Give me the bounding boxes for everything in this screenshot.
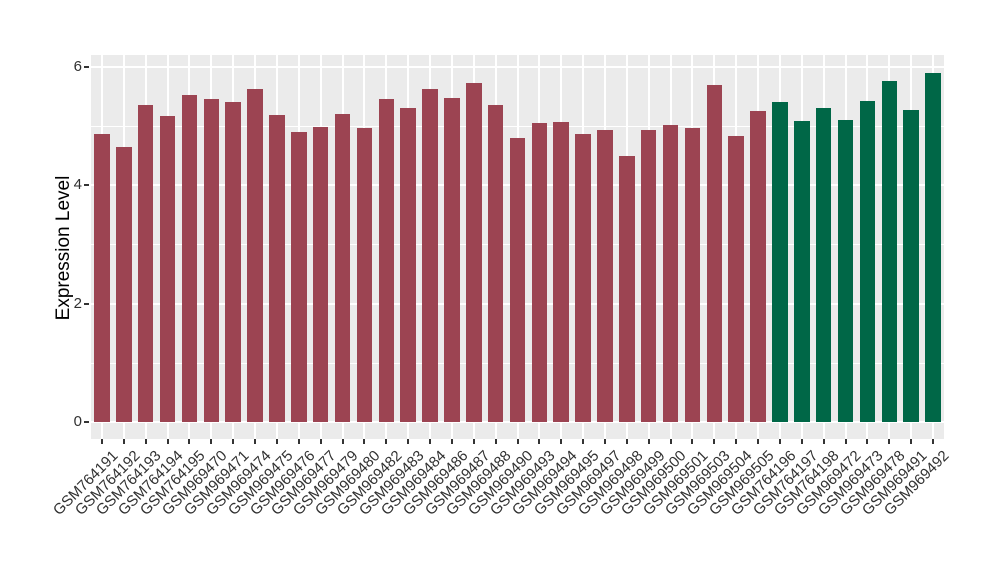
x-tick-mark bbox=[844, 439, 847, 444]
x-tick-mark bbox=[275, 439, 278, 444]
x-tick-mark bbox=[910, 439, 913, 444]
bar-GSM969480 bbox=[356, 127, 373, 422]
x-tick-mark bbox=[472, 439, 475, 444]
bar-GSM764192 bbox=[116, 147, 132, 422]
x-tick-mark bbox=[538, 439, 541, 444]
bar-GSM764198 bbox=[815, 108, 832, 422]
x-tick-mark bbox=[188, 439, 191, 444]
x-tick-mark bbox=[932, 439, 935, 444]
x-tick-mark bbox=[319, 439, 322, 444]
bar-GSM969488 bbox=[487, 104, 504, 422]
x-tick-mark bbox=[166, 439, 169, 444]
y-tick-mark-2 bbox=[84, 302, 89, 305]
bar-GSM969486 bbox=[444, 97, 460, 422]
x-tick-mark bbox=[822, 439, 825, 444]
y-tick-label-0: 0 bbox=[73, 413, 82, 430]
x-tick-mark bbox=[582, 439, 585, 444]
plot-panel bbox=[91, 55, 944, 439]
bar-GSM969477 bbox=[312, 127, 329, 422]
y-axis-title: Expression Level bbox=[53, 175, 74, 321]
bar-GSM969474 bbox=[247, 88, 263, 422]
bar-GSM969504 bbox=[728, 136, 744, 422]
bar-GSM764196 bbox=[772, 102, 788, 422]
x-tick-mark bbox=[494, 439, 497, 444]
x-tick-mark bbox=[144, 439, 147, 444]
x-tick-mark bbox=[800, 439, 803, 444]
x-tick-mark bbox=[254, 439, 257, 444]
x-tick-mark bbox=[341, 439, 344, 444]
bar-GSM764195 bbox=[181, 94, 198, 422]
x-tick-mark bbox=[560, 439, 563, 444]
bar-GSM969483 bbox=[400, 107, 416, 422]
x-tick-mark bbox=[297, 439, 300, 444]
bar-GSM969473 bbox=[859, 101, 876, 422]
x-tick-mark bbox=[429, 439, 431, 444]
y-tick-label-6: 6 bbox=[73, 57, 82, 75]
x-tick-mark bbox=[122, 439, 125, 444]
bar-GSM764197 bbox=[794, 121, 810, 422]
bar-GSM969484 bbox=[422, 88, 438, 422]
x-tick-mark bbox=[691, 439, 694, 444]
x-tick-mark bbox=[669, 439, 672, 444]
x-tick-mark bbox=[713, 439, 716, 444]
bar-GSM969494 bbox=[553, 122, 569, 422]
bar-GSM969493 bbox=[531, 123, 548, 422]
x-tick-mark bbox=[625, 439, 628, 444]
bar-GSM969478 bbox=[881, 81, 898, 422]
bar-GSM969503 bbox=[706, 84, 723, 422]
x-tick-mark bbox=[778, 439, 781, 444]
bar-GSM969497 bbox=[597, 129, 613, 422]
bar-GSM969491 bbox=[903, 110, 919, 422]
x-tick-mark bbox=[735, 439, 738, 444]
bar-GSM969487 bbox=[466, 82, 482, 422]
bar-GSM969505 bbox=[750, 110, 766, 422]
y-tick-label-4: 4 bbox=[73, 176, 82, 194]
bar-GSM969498 bbox=[619, 155, 635, 422]
bar-GSM969475 bbox=[269, 115, 285, 422]
bar-GSM969472 bbox=[837, 120, 854, 422]
bar-GSM969471 bbox=[225, 101, 241, 422]
bar-GSM969470 bbox=[203, 98, 220, 422]
x-tick-mark bbox=[363, 439, 366, 444]
bar-GSM969495 bbox=[575, 133, 591, 422]
bar-GSM764194 bbox=[159, 116, 176, 422]
x-tick-mark bbox=[603, 439, 606, 444]
x-tick-mark bbox=[385, 439, 388, 444]
x-tick-mark bbox=[866, 439, 869, 444]
y-tick-mark-6 bbox=[84, 65, 89, 68]
bar-GSM969492 bbox=[925, 72, 941, 422]
x-tick-mark bbox=[647, 439, 650, 444]
x-tick-mark bbox=[516, 439, 519, 444]
bar-GSM969476 bbox=[291, 132, 307, 422]
bar-GSM764193 bbox=[137, 104, 154, 422]
x-tick-mark bbox=[888, 439, 891, 444]
y-tick-mark-0 bbox=[84, 421, 89, 423]
bar-GSM764191 bbox=[94, 133, 110, 422]
bar-GSM969499 bbox=[640, 129, 657, 422]
bar-GSM969479 bbox=[334, 113, 351, 422]
x-tick-mark bbox=[450, 439, 453, 444]
bar-GSM969500 bbox=[662, 124, 679, 422]
bar-GSM969490 bbox=[509, 137, 526, 422]
x-tick-mark bbox=[210, 439, 213, 444]
y-tick-mark-4 bbox=[84, 184, 89, 187]
x-tick-mark bbox=[232, 439, 235, 444]
x-tick-mark bbox=[100, 439, 103, 444]
bar-GSM969501 bbox=[684, 127, 701, 422]
bar-GSM969482 bbox=[378, 98, 395, 422]
x-tick-mark bbox=[407, 439, 410, 444]
x-tick-mark bbox=[757, 439, 760, 444]
y-tick-label-2: 2 bbox=[73, 294, 82, 312]
